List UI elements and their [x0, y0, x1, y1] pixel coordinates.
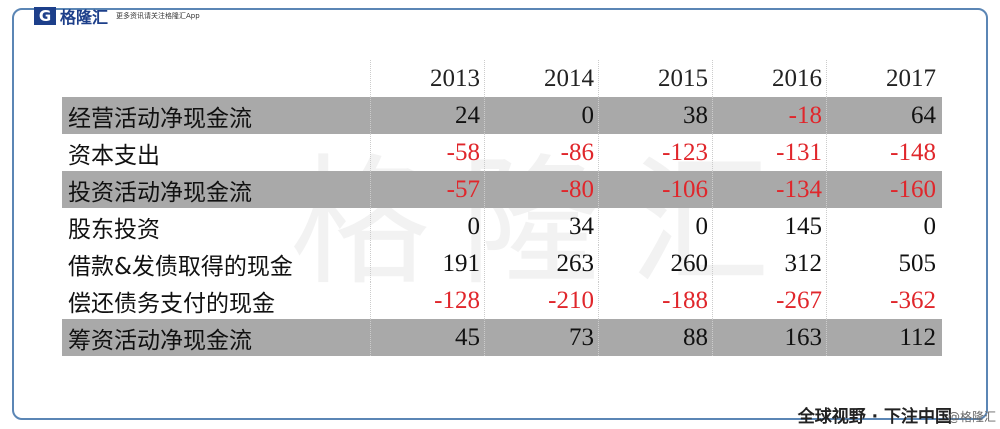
table-row: 投资活动净现金流 -57 -80 -106 -134 -160	[62, 171, 942, 208]
cell-value: 73	[484, 319, 598, 356]
column-header: 2015	[598, 60, 712, 97]
table-row: 股东投资 0 34 0 145 0	[62, 208, 942, 245]
cell-value: -106	[598, 171, 712, 208]
cell-value: 45	[370, 319, 484, 356]
cell-value: 145	[712, 208, 826, 245]
row-label: 筹资活动净现金流	[68, 327, 252, 354]
cell-value: -18	[712, 97, 826, 134]
cell-value: 505	[826, 245, 940, 282]
table-row: 借款&发债取得的现金 191 263 260 312 505	[62, 245, 942, 282]
table-row: 偿还债务支付的现金 -128 -210 -188 -267 -362	[62, 282, 942, 319]
cell-value: 0	[370, 208, 484, 245]
cell-value: 34	[484, 208, 598, 245]
cell-value: 312	[712, 245, 826, 282]
cell-value: 260	[598, 245, 712, 282]
cell-value: 112	[826, 319, 940, 356]
column-header: 2016	[712, 60, 826, 97]
cell-value: -57	[370, 171, 484, 208]
row-label: 资本支出	[68, 142, 160, 169]
cell-value: 88	[598, 319, 712, 356]
cell-value: -188	[598, 282, 712, 319]
cell-value: -58	[370, 134, 484, 171]
row-label: 借款&发债取得的现金	[68, 253, 293, 280]
row-label: 股东投资	[68, 216, 160, 243]
row-label: 经营活动净现金流	[68, 105, 252, 132]
cell-value: -362	[826, 282, 940, 319]
cell-value: -86	[484, 134, 598, 171]
column-header: 2014	[484, 60, 598, 97]
cell-value: -160	[826, 171, 940, 208]
header-slogan: 更多资讯请关注格隆汇App	[116, 12, 200, 20]
cell-value: 191	[370, 245, 484, 282]
cell-value: -123	[598, 134, 712, 171]
cell-value: 24	[370, 97, 484, 134]
column-header: 2013	[370, 60, 484, 97]
column-header: 2017	[826, 60, 940, 97]
cell-value: -134	[712, 171, 826, 208]
cell-value: 38	[598, 97, 712, 134]
cell-value: -148	[826, 134, 940, 171]
cell-value: -267	[712, 282, 826, 319]
cell-value: 0	[826, 208, 940, 245]
row-label: 投资活动净现金流	[68, 179, 252, 206]
cell-value: 0	[598, 208, 712, 245]
cell-value: 163	[712, 319, 826, 356]
cell-value: -210	[484, 282, 598, 319]
cell-value: 0	[484, 97, 598, 134]
logo-mark: G	[34, 7, 56, 25]
footer-source: @格隆汇	[947, 410, 996, 424]
cell-value: -128	[370, 282, 484, 319]
logo-text: 格隆汇	[60, 8, 109, 27]
logo: G 格隆汇 更多资讯请关注格隆汇App	[34, 4, 200, 28]
table-row: 筹资活动净现金流 45 73 88 163 112	[62, 319, 942, 356]
cell-value: 263	[484, 245, 598, 282]
cell-value: 64	[826, 97, 940, 134]
table-row: 资本支出 -58 -86 -123 -131 -148	[62, 134, 942, 171]
table-row: 经营活动净现金流 24 0 38 -18 64	[62, 97, 942, 134]
table: 2013 2014 2015 2016 2017 经营活动净现金流 24 0 38 -18 64 资本…	[62, 60, 942, 356]
frame	[12, 8, 988, 420]
footer-slogan: 全球视野 · 下注中国	[797, 407, 952, 427]
cell-value: -80	[484, 171, 598, 208]
row-label: 偿还债务支付的现金	[68, 290, 275, 317]
header-row: 2013 2014 2015 2016 2017	[62, 60, 942, 97]
cell-value: -131	[712, 134, 826, 171]
